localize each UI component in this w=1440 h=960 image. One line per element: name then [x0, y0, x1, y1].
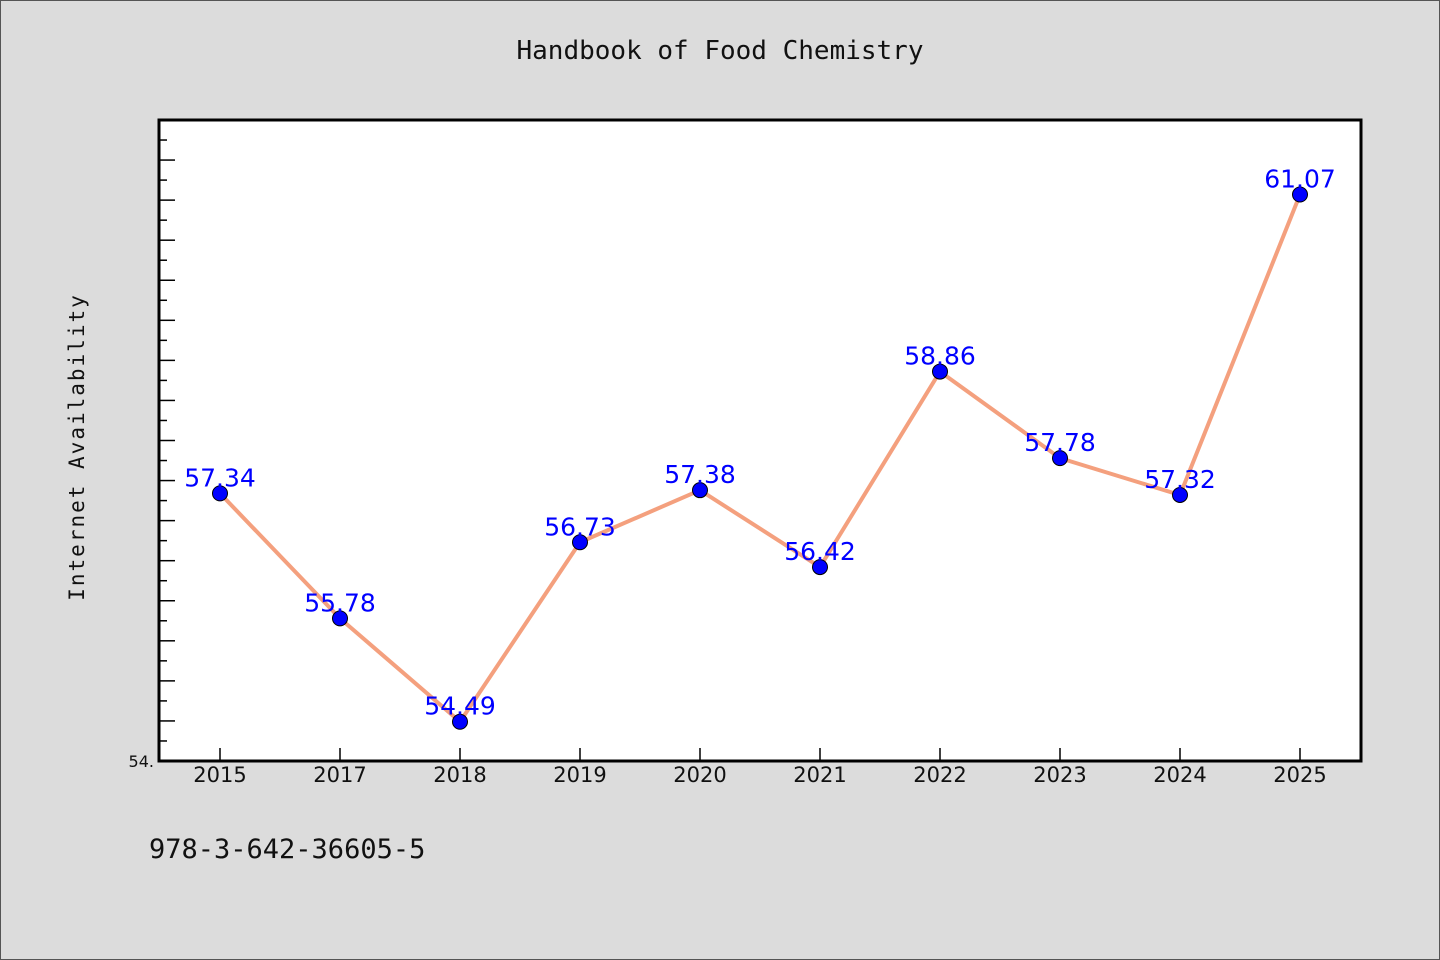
x-tick-label: 2020 [673, 763, 726, 787]
x-tick-label: 2015 [193, 763, 246, 787]
data-label: 56.42 [784, 537, 856, 566]
data-point [1292, 186, 1308, 203]
x-tick-label: 2018 [433, 763, 486, 787]
data-point [332, 610, 348, 627]
x-tick-label: 2023 [1033, 763, 1086, 787]
y-axis-ticks [159, 139, 175, 742]
isbn-label: 978-3-642-36605-5 [149, 834, 426, 865]
x-tick-label: 2021 [793, 763, 846, 787]
data-point [812, 559, 828, 576]
series-line [218, 193, 1302, 724]
x-tick-label: 2019 [553, 763, 606, 787]
data-label: 57.38 [664, 460, 736, 489]
y-axis-min-label: 54. [129, 752, 154, 771]
data-label: 54.49 [424, 692, 496, 721]
chart-title: Handbook of Food Chemistry [516, 36, 924, 66]
data-point [572, 534, 588, 551]
data-label: 57.78 [1024, 428, 1096, 457]
data-label: 56.73 [544, 512, 616, 541]
data-label: 57.34 [184, 463, 256, 492]
x-tick-label: 2024 [1153, 763, 1206, 787]
x-tick-label: 2022 [913, 763, 966, 787]
data-label: 55.78 [304, 588, 376, 617]
data-point [1052, 450, 1068, 467]
data-point [452, 713, 468, 730]
data-label: 58.86 [904, 342, 976, 371]
x-tick-label: 2017 [313, 763, 366, 787]
data-point [212, 485, 228, 502]
data-point [932, 363, 948, 380]
data-point [1172, 486, 1188, 503]
plot-area [157, 118, 1363, 763]
data-markers [212, 186, 1308, 730]
data-label: 61.07 [1264, 165, 1336, 194]
x-tick-label: 2025 [1273, 763, 1326, 787]
data-labels: 57.34 55.78 54.49 56.73 57.38 56.42 58.86 57.78… [184, 165, 1336, 721]
data-point [692, 482, 708, 499]
data-label: 57.32 [1144, 465, 1216, 494]
x-axis-ticks: 2015 2017 2018 2019 2020 2021 2022 2023 2024 2025 [193, 748, 1327, 787]
